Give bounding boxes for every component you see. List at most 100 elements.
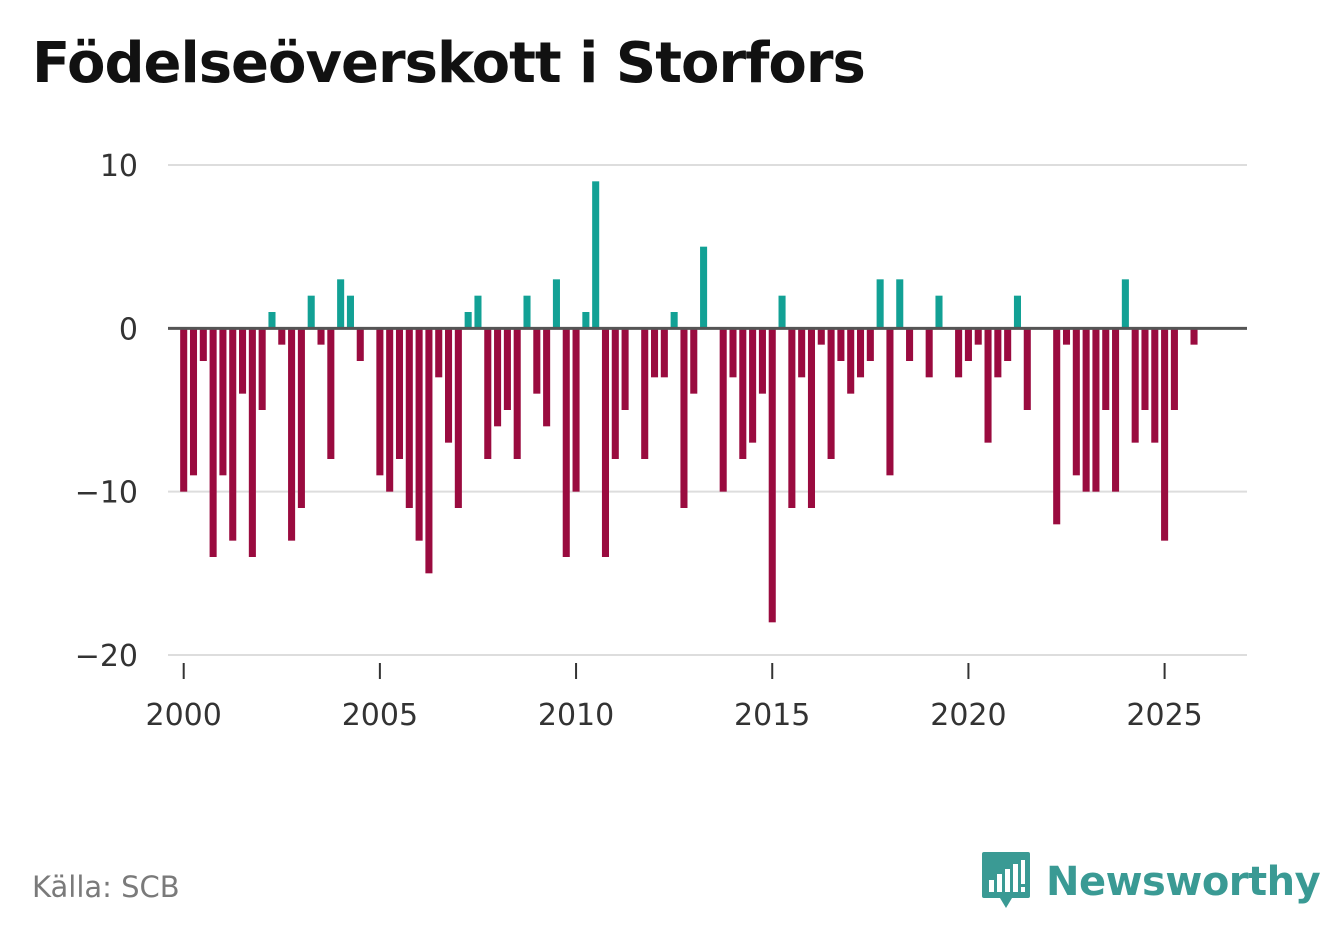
bar bbox=[405, 328, 413, 508]
x-axis: 2000 2005 2010 2015 2020 2025 bbox=[146, 663, 1203, 733]
bar bbox=[523, 295, 531, 329]
bar bbox=[935, 295, 943, 329]
bar bbox=[209, 328, 217, 557]
bar bbox=[219, 328, 227, 476]
bar bbox=[258, 328, 266, 410]
bar bbox=[798, 328, 806, 378]
source-label: Källa: SCB bbox=[32, 870, 180, 904]
bar bbox=[680, 328, 688, 508]
bar bbox=[1112, 328, 1120, 492]
bar bbox=[513, 328, 521, 459]
bar bbox=[297, 328, 305, 508]
bar bbox=[552, 279, 560, 329]
bar bbox=[1072, 328, 1080, 476]
grid-lines bbox=[168, 164, 1247, 656]
bar bbox=[906, 328, 914, 361]
bar bbox=[817, 328, 825, 345]
bar bbox=[239, 328, 247, 394]
bar bbox=[827, 328, 835, 459]
bar bbox=[1161, 328, 1169, 541]
bar bbox=[876, 279, 884, 329]
bar bbox=[1170, 328, 1178, 410]
bar bbox=[974, 328, 982, 345]
bar bbox=[592, 181, 600, 329]
bar bbox=[1190, 328, 1198, 345]
bar bbox=[641, 328, 649, 459]
bar bbox=[749, 328, 757, 443]
bar bbox=[1151, 328, 1159, 443]
bar bbox=[543, 328, 551, 427]
bar bbox=[415, 328, 423, 541]
bar bbox=[562, 328, 570, 557]
bar bbox=[621, 328, 629, 410]
bar bbox=[1121, 279, 1129, 329]
x-tick-label: 2015 bbox=[734, 698, 810, 733]
x-tick-label: 2000 bbox=[146, 698, 222, 733]
bar bbox=[474, 295, 482, 329]
bar bbox=[1013, 295, 1021, 329]
bar bbox=[700, 246, 708, 329]
bar bbox=[729, 328, 737, 378]
bar bbox=[768, 328, 776, 623]
bar bbox=[1053, 328, 1061, 525]
bar bbox=[807, 328, 816, 508]
bar bbox=[268, 312, 276, 329]
bar bbox=[758, 328, 766, 394]
bar bbox=[896, 279, 904, 329]
bar bbox=[464, 312, 472, 329]
bar bbox=[651, 328, 659, 378]
bar bbox=[611, 328, 619, 459]
bar bbox=[925, 328, 933, 378]
x-tick-label: 2025 bbox=[1126, 698, 1202, 733]
bar bbox=[445, 328, 453, 443]
bar bbox=[229, 328, 237, 541]
bar bbox=[484, 328, 492, 459]
bar bbox=[435, 328, 443, 378]
x-tick-label: 2020 bbox=[930, 698, 1006, 733]
bar bbox=[494, 328, 502, 427]
bar bbox=[356, 328, 364, 361]
bar bbox=[533, 328, 541, 394]
bar bbox=[454, 328, 462, 508]
bar bbox=[984, 328, 992, 443]
y-tick-label: 0 bbox=[119, 312, 138, 347]
bar bbox=[1102, 328, 1110, 410]
bar bbox=[180, 328, 188, 492]
bar bbox=[1004, 328, 1012, 361]
bar bbox=[288, 328, 296, 541]
bar bbox=[395, 328, 404, 459]
bar bbox=[278, 328, 286, 345]
bar bbox=[866, 328, 874, 361]
bar bbox=[778, 295, 786, 329]
bar bbox=[660, 328, 668, 378]
y-tick-label: −10 bbox=[75, 476, 138, 511]
bar bbox=[788, 328, 796, 508]
bar bbox=[1082, 328, 1090, 492]
bar bbox=[307, 295, 315, 329]
bar bbox=[670, 312, 678, 329]
bar bbox=[199, 328, 207, 361]
bar bbox=[346, 295, 354, 329]
bar bbox=[337, 279, 345, 329]
y-axis-ticks: 10 0 −10 −20 bbox=[75, 149, 138, 674]
bar bbox=[690, 328, 698, 394]
x-tick-label: 2010 bbox=[538, 698, 614, 733]
bar bbox=[601, 328, 610, 557]
brand-name: Newsworthy bbox=[1046, 859, 1321, 905]
bar bbox=[503, 328, 511, 410]
bar-chart-speech-bubble-icon bbox=[980, 850, 1032, 914]
bar bbox=[1023, 328, 1031, 410]
bar bbox=[1062, 328, 1071, 345]
bar bbox=[582, 312, 590, 329]
bar bbox=[248, 328, 256, 557]
bar bbox=[837, 328, 845, 361]
bar bbox=[994, 328, 1002, 378]
x-tick-label: 2005 bbox=[342, 698, 418, 733]
bar bbox=[376, 328, 384, 476]
y-tick-label: 10 bbox=[100, 149, 138, 184]
bar bbox=[1131, 328, 1139, 443]
bar bbox=[425, 328, 433, 574]
bar bbox=[955, 328, 963, 378]
bar bbox=[856, 328, 865, 378]
